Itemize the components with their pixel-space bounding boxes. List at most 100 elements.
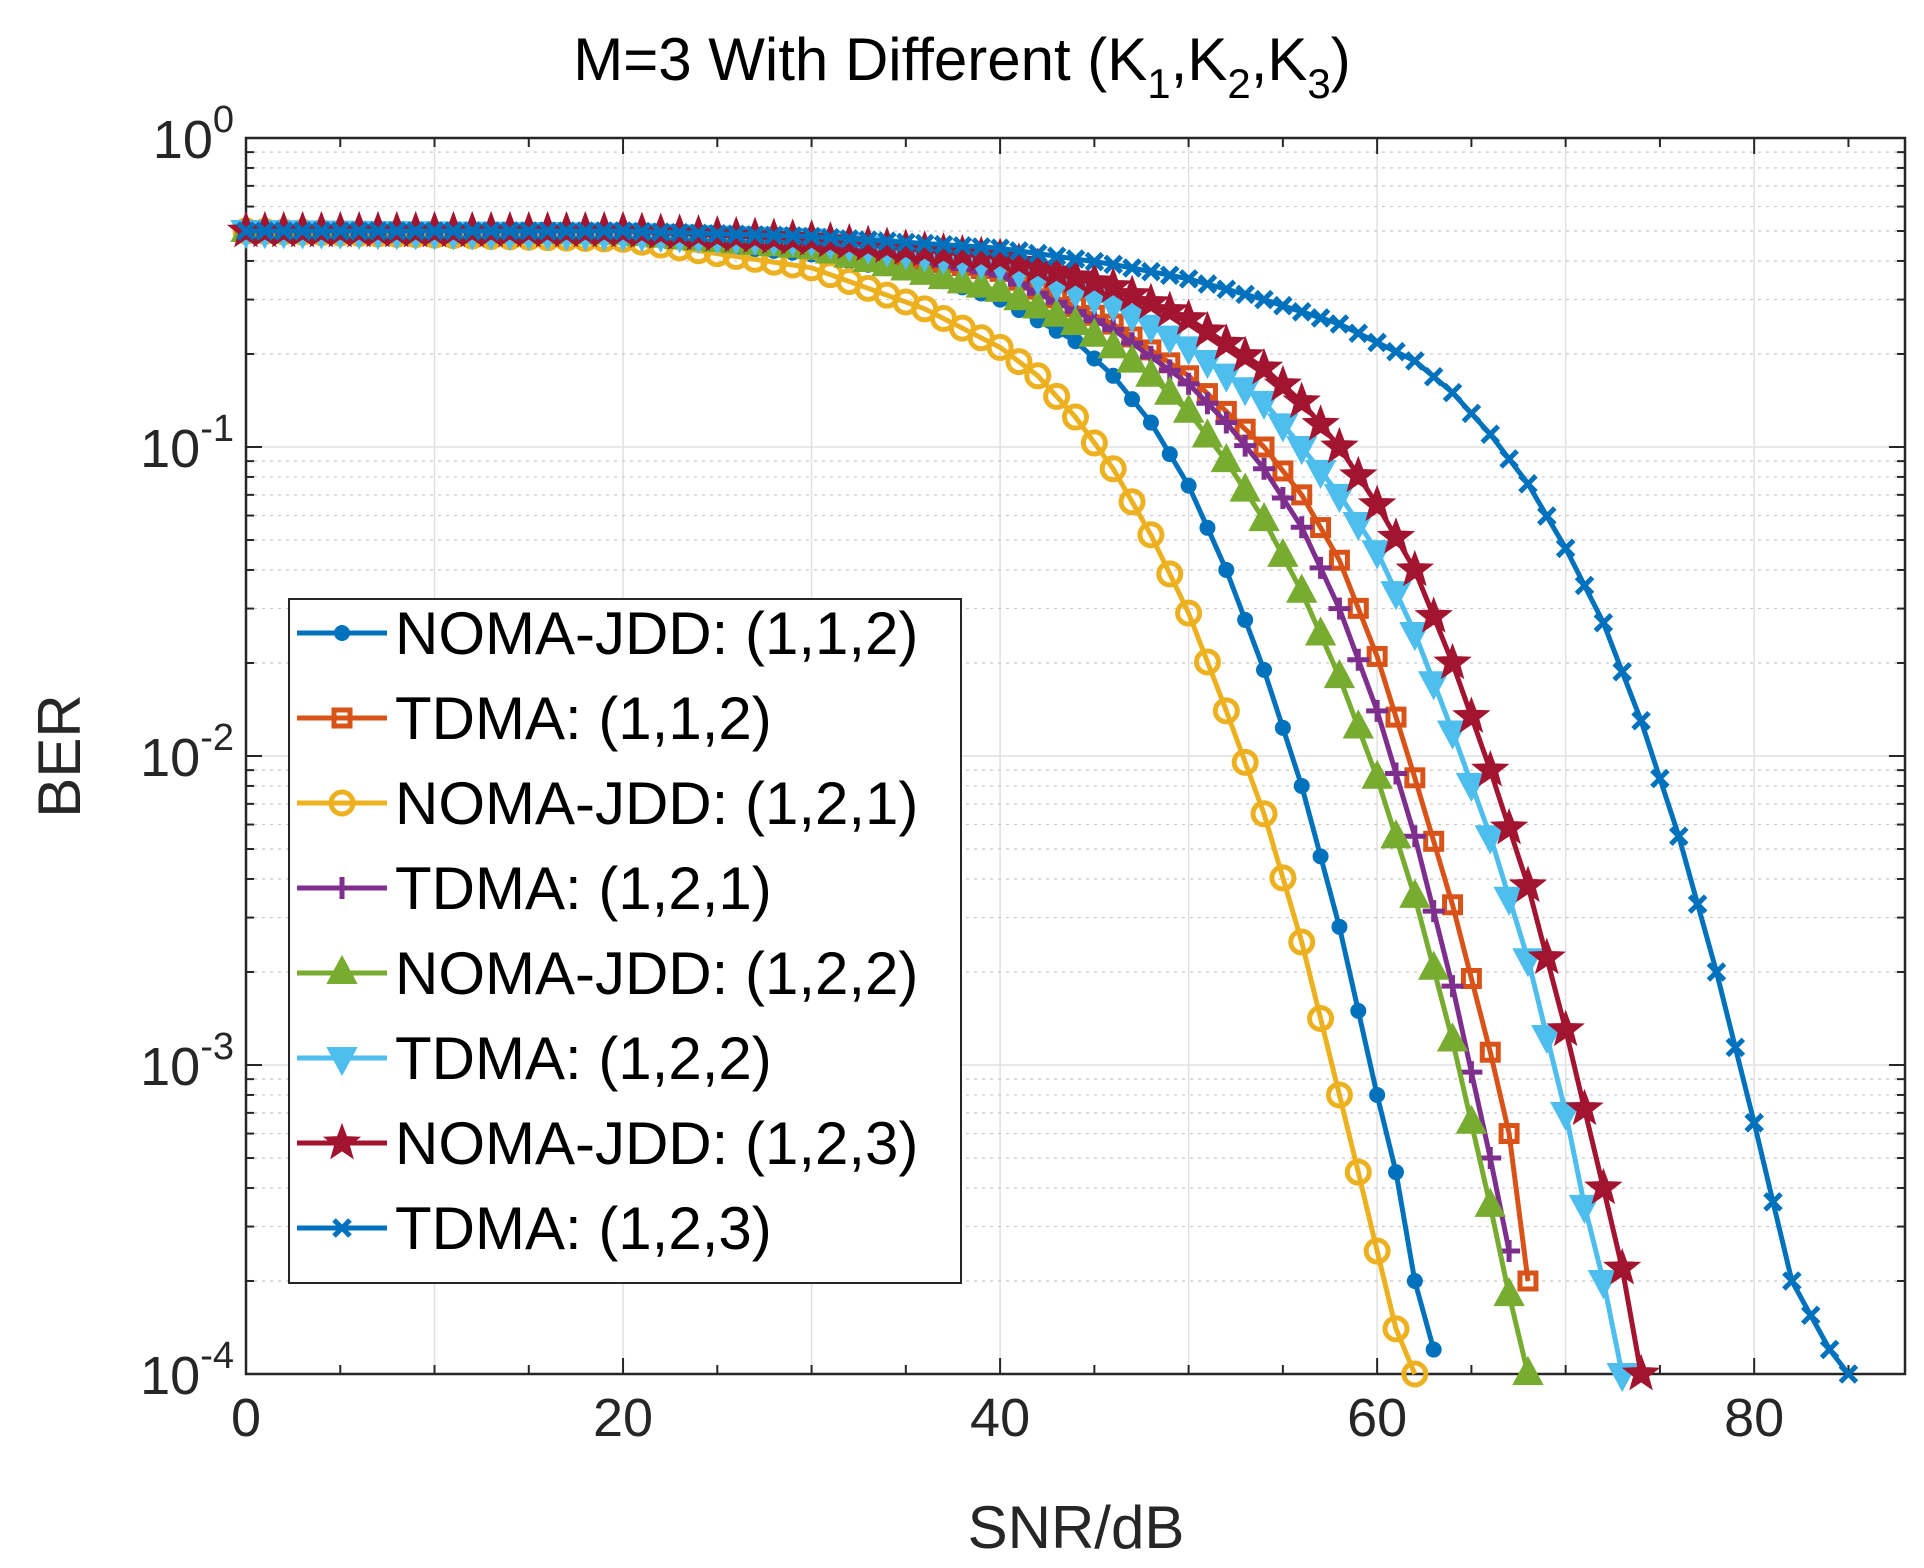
marker-plus	[1234, 434, 1257, 457]
marker-triangle-up	[1455, 1104, 1488, 1134]
marker-star	[1565, 1088, 1604, 1126]
marker-x	[839, 229, 860, 249]
legend-label: TDMA: (1,2,3)	[395, 1195, 772, 1262]
legend-item[interactable]: TDMA: (1,1,2)	[297, 685, 772, 752]
legend-label: TDMA: (1,2,2)	[395, 1025, 772, 1092]
marker-plus	[1403, 825, 1426, 848]
marker-triangle-up	[1493, 1277, 1525, 1307]
marker-triangle-up	[1191, 418, 1224, 448]
marker-x	[1442, 382, 1463, 403]
legend-item[interactable]: NOMA-JDD: (1,2,1)	[297, 770, 918, 837]
legend-item[interactable]: NOMA-JDD: (1,2,2)	[297, 940, 918, 1007]
marker-star	[1131, 282, 1171, 320]
marker-x	[273, 221, 294, 241]
marker-star	[1320, 426, 1359, 464]
marker-dot	[1387, 1164, 1404, 1181]
marker-triangle-up	[1323, 659, 1356, 689]
marker-x	[1593, 612, 1614, 633]
marker-x	[1669, 826, 1689, 846]
marker-square	[1460, 967, 1482, 989]
marker-x	[632, 221, 652, 242]
marker-dot	[1369, 1086, 1386, 1103]
marker-plus	[1384, 762, 1407, 785]
marker-x	[1310, 308, 1331, 328]
legend-item[interactable]: TDMA: (1,2,3)	[297, 1195, 772, 1262]
marker-circle	[1325, 1081, 1353, 1109]
marker-star	[1188, 310, 1227, 348]
legend-item[interactable]: TDMA: (1,2,2)	[297, 1025, 772, 1092]
marker-dot	[1237, 611, 1254, 628]
marker-x	[556, 221, 577, 241]
legend-item[interactable]: TDMA: (1,2,1)	[297, 855, 772, 922]
marker-x	[405, 221, 426, 241]
marker-star	[1207, 323, 1246, 360]
marker-star	[1603, 1248, 1642, 1285]
marker-x	[1744, 1113, 1764, 1133]
marker-triangle-up	[1040, 297, 1073, 327]
legend-item[interactable]: NOMA-JDD: (1,1,2)	[297, 600, 918, 667]
marker-x	[462, 221, 482, 241]
marker-triangle-down	[1493, 886, 1525, 916]
marker-triangle-up	[1418, 950, 1450, 980]
marker-plus	[1271, 487, 1294, 510]
marker-x	[311, 221, 332, 241]
marker-triangle-up	[927, 259, 960, 290]
marker-circle	[1269, 864, 1297, 892]
marker-circle	[1250, 800, 1278, 828]
marker-dot	[1331, 918, 1348, 935]
marker-x	[877, 231, 897, 251]
y-tick-label: 10-1	[140, 408, 234, 479]
marker-plus	[1347, 648, 1370, 671]
x-tick-label: 20	[593, 1388, 653, 1448]
marker-dot	[1124, 391, 1141, 408]
marker-circle	[1137, 521, 1165, 549]
marker-star	[1489, 807, 1529, 845]
y-tick-label: 100	[153, 99, 234, 170]
marker-x	[1405, 351, 1425, 371]
marker-triangle-up	[1097, 329, 1129, 359]
marker-x	[1254, 289, 1274, 310]
marker-star	[322, 1122, 362, 1160]
marker-triangle-up	[1361, 759, 1393, 789]
marker-x	[292, 221, 313, 241]
marker-plus	[1479, 1147, 1502, 1170]
series-tdma-1-2-3-	[236, 221, 1859, 1384]
marker-plus	[1328, 597, 1351, 620]
x-tick-label: 80	[1724, 1388, 1784, 1448]
marker-triangle-up	[1304, 616, 1337, 646]
x-tick-label: 40	[970, 1388, 1030, 1448]
legend-item[interactable]: NOMA-JDD: (1,2,3)	[297, 1110, 918, 1177]
marker-x	[1631, 711, 1651, 731]
marker-x	[575, 221, 596, 241]
marker-x	[481, 221, 501, 241]
marker-triangle-up	[326, 954, 358, 984]
legend-label: NOMA-JDD: (1,2,1)	[395, 770, 918, 837]
marker-x	[688, 223, 709, 243]
marker-x	[1800, 1305, 1821, 1326]
marker-star	[1263, 364, 1303, 402]
marker-x	[500, 221, 520, 241]
marker-x	[801, 226, 822, 247]
marker-x	[933, 234, 954, 255]
marker-star	[1452, 696, 1491, 733]
marker-star	[1075, 261, 1114, 299]
marker-dot	[334, 625, 350, 641]
marker-circle	[1062, 403, 1089, 431]
marker-star	[1546, 1009, 1585, 1047]
marker-x	[1122, 258, 1142, 278]
marker-triangle-down	[1361, 540, 1393, 570]
marker-triangle-up	[1116, 343, 1148, 373]
marker-x	[896, 232, 916, 253]
marker-square	[1479, 1041, 1501, 1063]
marker-x	[669, 222, 690, 243]
marker-star	[1414, 596, 1453, 633]
marker-x	[726, 224, 746, 245]
marker-plus	[1215, 411, 1238, 434]
marker-x	[1291, 302, 1312, 322]
marker-dot	[1256, 661, 1273, 678]
marker-circle	[1118, 488, 1146, 516]
marker-triangle-up	[1229, 472, 1261, 502]
marker-triangle-up	[946, 264, 979, 294]
legend[interactable]: NOMA-JDD: (1,1,2) TDMA: (1,1,2) NOMA-JDD: …	[288, 598, 962, 1284]
marker-x	[519, 221, 539, 241]
